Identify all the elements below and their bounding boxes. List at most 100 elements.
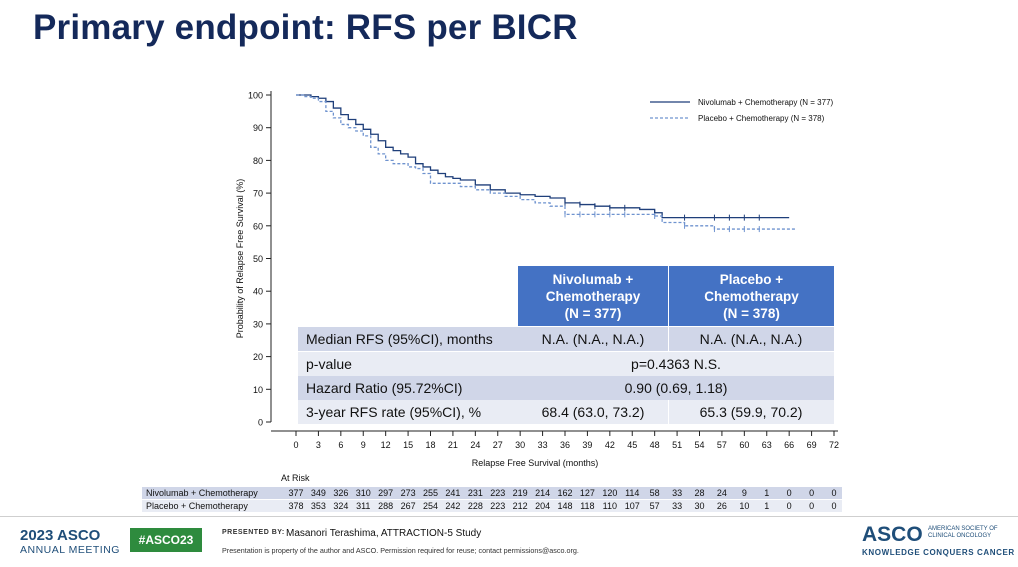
at-risk-value: 1 [764,501,770,511]
y-tick-label: 100 [248,91,263,101]
table-row-pvalue: p-value p=0.4363 N.S. [298,352,834,376]
y-tick-label: 40 [253,287,263,297]
header-line: Placebo + [719,271,784,287]
at-risk-value: 231 [467,488,483,498]
x-tick-label: 30 [515,440,525,450]
table-header-nivolumab: Nivolumab + Chemotherapy (N = 377) [518,266,668,326]
at-risk-value: 223 [490,501,506,511]
at-risk-name: Placebo + Chemotherapy [146,501,248,511]
at-risk-value: 0 [831,501,837,511]
y-tick-label: 80 [253,156,263,166]
asco-logo: ASCO [862,523,923,546]
at-risk-value: 58 [649,488,660,498]
at-risk-value: 349 [310,488,326,498]
x-axis-label: Relapse Free Survival (months) [472,458,599,468]
at-risk-value: 324 [333,501,349,511]
table-row-hazard: Hazard Ratio (95.72%CI) 0.90 (0.69, 1.18… [298,376,834,400]
at-risk-value: 118 [580,501,595,511]
header-line: Nivolumab + [552,271,634,287]
at-risk-value: 212 [512,501,528,511]
x-tick-label: 63 [762,440,772,450]
row-value-span: p=0.4363 N.S. [631,356,721,372]
x-tick-label: 54 [694,440,704,450]
x-tick-label: 57 [717,440,727,450]
x-tick-label: 36 [560,440,570,450]
x-tick-label: 12 [381,440,391,450]
x-tick-label: 33 [538,440,548,450]
at-risk-value: 107 [624,501,640,511]
at-risk-value: 10 [739,501,750,511]
at-risk-value: 0 [786,488,792,498]
at-risk-value: 254 [422,501,439,511]
row-value-placebo: 65.3 (59.9, 70.2) [699,404,803,420]
at-risk-value: 310 [355,488,371,498]
y-axis-label: Probability of Relapse Free Survival (%) [235,179,245,339]
at-risk-value: 204 [535,501,551,511]
row-value-span: 0.90 (0.69, 1.18) [624,380,728,396]
at-risk-value: 0 [809,488,815,498]
at-risk-value: 127 [579,488,595,498]
presenter-name: Masanori Terashima, ATTRACTION-5 Study [286,528,482,539]
at-risk-value: 223 [490,488,506,498]
hashtag-badge: #ASCO23 [130,528,202,552]
x-tick-label: 45 [627,440,637,450]
row-label: Hazard Ratio (95.72%CI) [306,380,463,396]
at-risk-value: 0 [809,501,815,511]
at-risk-value: 33 [672,488,683,498]
x-tick-label: 15 [403,440,413,450]
x-tick-label: 6 [338,440,343,450]
x-tick-label: 21 [448,440,458,450]
at-risk-value: 288 [378,501,394,511]
at-risk-value: 377 [288,488,304,498]
x-tick-label: 51 [672,440,682,450]
x-tick-label: 72 [829,440,839,450]
at-risk-value: 30 [694,501,705,511]
at-risk-value: 353 [310,501,326,511]
table-row-median: Median RFS (95%CI), months N.A. (N.A., N… [298,327,834,351]
at-risk-title: At Risk [281,473,310,483]
row-value-nivolumab: 68.4 (63.0, 73.2) [541,404,645,420]
y-tick-label: 30 [253,319,263,329]
header-line: Chemotherapy [545,288,641,304]
y-tick-label: 70 [253,189,263,199]
footer-divider [0,516,1018,517]
at-risk-value: 0 [786,501,792,511]
meeting-logo: 2023 ASCO [20,527,101,544]
x-tick-label: 39 [582,440,592,450]
at-risk-value: 378 [288,501,304,511]
x-tick-label: 42 [605,440,615,450]
at-risk-value: 26 [716,501,727,511]
km-curve-placebo [296,94,797,230]
x-tick-label: 48 [650,440,660,450]
at-risk-value: 241 [445,488,461,498]
row-label: 3-year RFS rate (95%CI), % [306,404,482,420]
slide-title: Primary endpoint: RFS per BICR [33,8,578,47]
y-tick-label: 50 [253,254,263,264]
at-risk-value: 255 [422,488,439,498]
at-risk-value: 228 [467,501,483,511]
x-tick-label: 24 [470,440,480,450]
row-label: p-value [306,356,352,372]
legend-label: Nivolumab + Chemotherapy (N = 377) [698,98,834,107]
at-risk-value: 162 [557,488,573,498]
at-risk-value: 267 [400,501,416,511]
y-tick-label: 0 [258,418,263,428]
at-risk-value: 1 [764,488,770,498]
table-row-3yr-rate: 3-year RFS rate (95%CI), % 68.4 (63.0, 7… [298,400,834,424]
y-tick-label: 90 [253,123,263,133]
asco-tagline: KNOWLEDGE CONQUERS CANCER [862,548,1015,557]
x-tick-label: 0 [293,440,298,450]
at-risk-row-nivolumab: Nivolumab + Chemotherapy 377 349 326 310 297… [142,487,842,499]
at-risk-value: 297 [378,488,394,498]
y-tick-label: 60 [253,221,263,231]
at-risk-value: 24 [716,488,727,498]
table-header-placebo: Placebo + Chemotherapy (N = 378) [669,266,834,326]
y-tick-label: 20 [253,352,263,362]
y-tick-label: 10 [253,385,263,395]
at-risk-value: 242 [445,501,461,511]
row-value-nivolumab: N.A. (N.A., N.A.) [541,331,645,347]
at-risk-value: 120 [602,488,618,498]
row-label: Median RFS (95%CI), months [306,331,493,347]
row-value-placebo: N.A. (N.A., N.A.) [699,331,803,347]
